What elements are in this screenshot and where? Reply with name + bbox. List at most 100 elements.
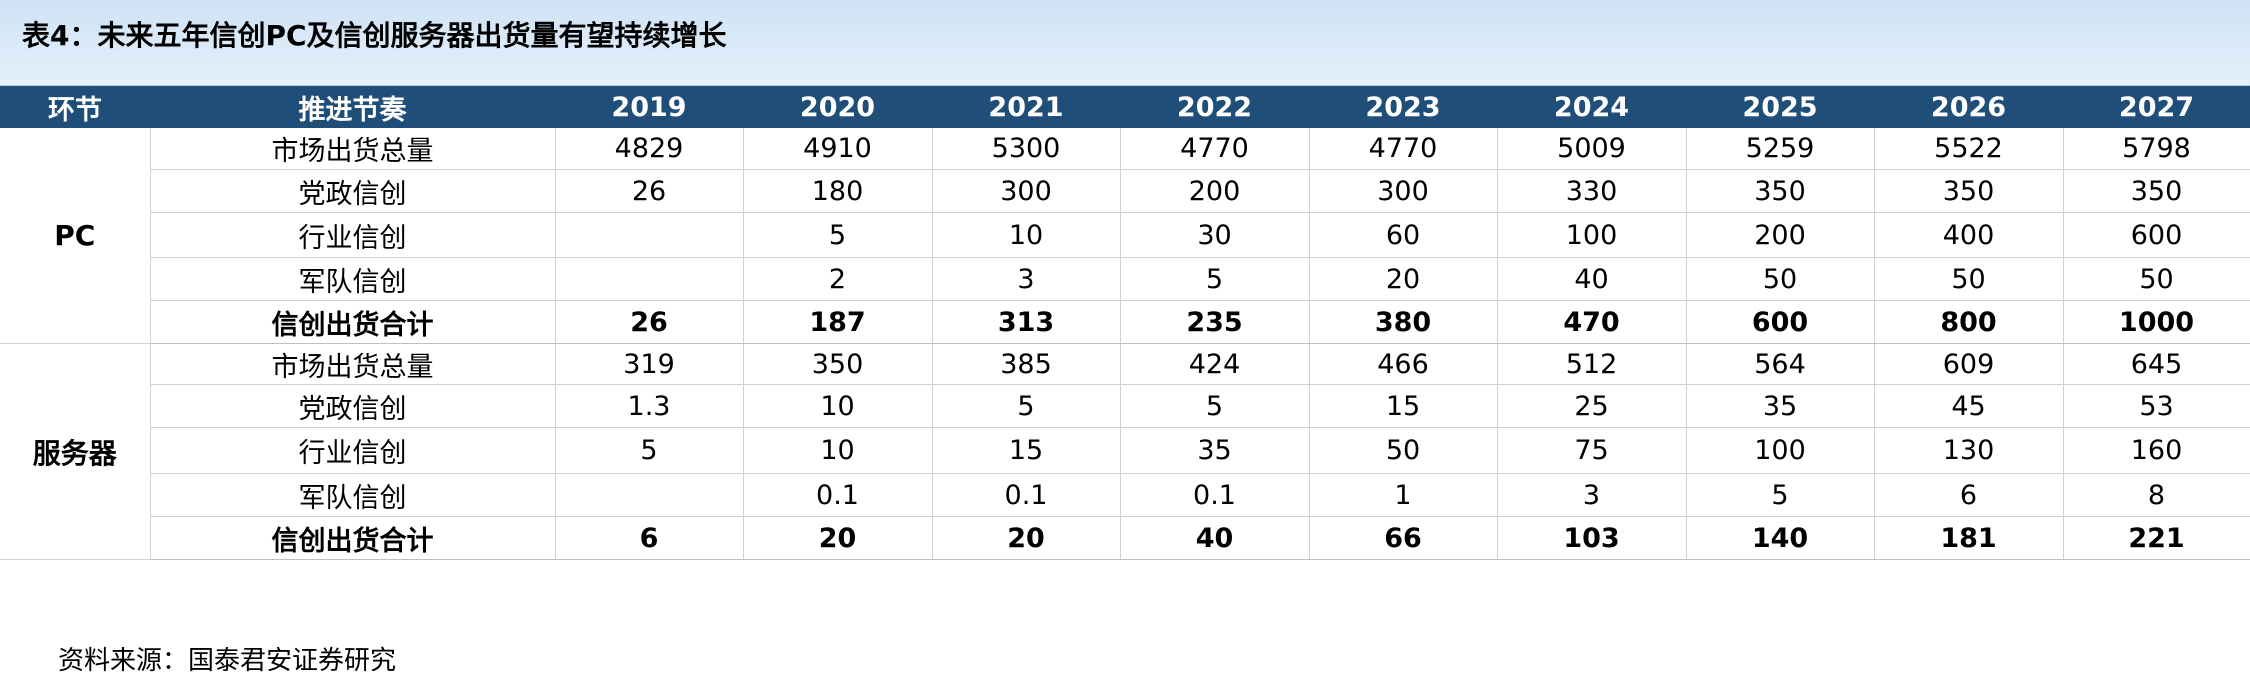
value-cell: 300 xyxy=(932,169,1121,213)
value-cell: 5259 xyxy=(1686,128,1875,170)
header-segment: 环节 xyxy=(0,86,150,128)
value-cell: 600 xyxy=(2063,212,2250,258)
value-cell: 50 xyxy=(1309,427,1498,474)
value-cell: 25 xyxy=(1497,384,1687,428)
value-cell: 512 xyxy=(1497,343,1687,385)
header-year: 2019 xyxy=(555,86,743,128)
table-row: PC 市场出货总量 4829 4910 5300 4770 4770 5009 5259 5522… xyxy=(0,128,2250,344)
table-row: 信创出货合计 6 20 20 40 66 103 140 181 221 xyxy=(0,516,2250,560)
metric-label: 党政信创 xyxy=(150,169,556,213)
metric-label: 市场出货总量 xyxy=(150,343,556,385)
value-cell: 50 xyxy=(1874,257,2064,301)
title-bar: 表4：未来五年信创PC及信创服务器出货量有望持续增长 xyxy=(0,0,2250,86)
value-cell: 200 xyxy=(1120,169,1310,213)
metric-label: 党政信创 xyxy=(150,384,556,428)
source-note: 资料来源：国泰君安证券研究 xyxy=(58,646,397,676)
value-cell: 100 xyxy=(1497,212,1687,258)
value-cell: 5 xyxy=(555,427,744,474)
value-cell: 50 xyxy=(1686,257,1875,301)
metric-label: 市场出货总量 xyxy=(150,128,556,170)
table-row: 服务器 市场出货总量 319 350 385 424 466 512 564 609 645 xyxy=(0,343,2250,560)
value-cell: 30 xyxy=(1120,212,1310,258)
value-cell: 6 xyxy=(555,516,744,560)
value-cell: 350 xyxy=(1874,169,2064,213)
value-cell: 0.1 xyxy=(743,473,933,517)
value-cell: 350 xyxy=(2063,169,2250,213)
table-row: 军队信创 2 3 5 20 40 50 50 50 xyxy=(0,257,2250,301)
value-cell: 424 xyxy=(1120,343,1310,385)
value-cell: 66 xyxy=(1309,516,1498,560)
value-cell xyxy=(555,257,744,301)
value-cell: 330 xyxy=(1497,169,1687,213)
value-cell: 0.1 xyxy=(1120,473,1310,517)
value-cell: 181 xyxy=(1874,516,2064,560)
value-cell: 35 xyxy=(1120,427,1310,474)
value-cell: 600 xyxy=(1686,300,1875,344)
value-cell: 609 xyxy=(1874,343,2064,385)
value-cell: 645 xyxy=(2063,343,2250,385)
metric-label: 行业信创 xyxy=(150,212,556,258)
table-row: 军队信创 0.1 0.1 0.1 1 3 5 6 8 xyxy=(0,473,2250,517)
value-cell: 319 xyxy=(555,343,744,385)
value-cell: 100 xyxy=(1686,427,1875,474)
table-row: 信创出货合计 26 187 313 235 380 470 600 800 1000 xyxy=(0,300,2250,344)
value-cell: 564 xyxy=(1686,343,1875,385)
metric-label: 信创出货合计 xyxy=(150,516,556,560)
value-cell: 140 xyxy=(1686,516,1875,560)
value-cell: 380 xyxy=(1309,300,1498,344)
value-cell: 235 xyxy=(1120,300,1310,344)
header-year: 2020 xyxy=(743,86,932,128)
value-cell: 5798 xyxy=(2063,128,2250,170)
value-cell xyxy=(555,473,744,517)
value-cell: 187 xyxy=(743,300,933,344)
value-cell xyxy=(555,212,744,258)
table-row: 行业信创 5 10 30 60 100 200 400 600 xyxy=(0,212,2250,258)
value-cell: 20 xyxy=(743,516,933,560)
value-cell: 350 xyxy=(1686,169,1875,213)
metric-label: 军队信创 xyxy=(150,257,556,301)
value-cell: 350 xyxy=(743,343,933,385)
section-label: 服务器 xyxy=(0,343,151,560)
value-cell: 50 xyxy=(2063,257,2250,301)
table-title: 表4：未来五年信创PC及信创服务器出货量有望持续增长 xyxy=(22,19,727,52)
table-row: 党政信创 26 180 300 200 300 330 350 350 350 xyxy=(0,169,2250,213)
value-cell: 400 xyxy=(1874,212,2064,258)
value-cell: 4910 xyxy=(743,128,933,170)
value-cell: 45 xyxy=(1874,384,2064,428)
value-cell: 5 xyxy=(932,384,1121,428)
value-cell: 160 xyxy=(2063,427,2250,474)
metric-label: 信创出货合计 xyxy=(150,300,556,344)
shipment-table: 环节 推进节奏 2019 2020 2021 2022 2023 2024 20… xyxy=(0,86,2250,560)
metric-label: 行业信创 xyxy=(150,427,556,474)
header-row: 环节 推进节奏 2019 2020 2021 2022 2023 2024 20… xyxy=(0,86,2250,128)
value-cell: 5300 xyxy=(932,128,1121,170)
value-cell: 15 xyxy=(932,427,1121,474)
value-cell: 6 xyxy=(1874,473,2064,517)
value-cell: 2 xyxy=(743,257,933,301)
value-cell: 26 xyxy=(555,169,744,213)
value-cell: 5 xyxy=(743,212,933,258)
header-year: 2022 xyxy=(1120,86,1309,128)
value-cell: 5 xyxy=(1120,257,1310,301)
table-row: 党政信创 1.3 10 5 5 15 25 35 45 53 xyxy=(0,384,2250,428)
value-cell: 20 xyxy=(932,516,1121,560)
value-cell: 470 xyxy=(1497,300,1687,344)
header-year: 2024 xyxy=(1497,86,1686,128)
value-cell: 200 xyxy=(1686,212,1875,258)
value-cell: 385 xyxy=(932,343,1121,385)
value-cell: 221 xyxy=(2063,516,2250,560)
value-cell: 75 xyxy=(1497,427,1687,474)
value-cell: 40 xyxy=(1120,516,1310,560)
header-metric: 推进节奏 xyxy=(150,86,555,128)
value-cell: 3 xyxy=(932,257,1121,301)
value-cell: 1000 xyxy=(2063,300,2250,344)
value-cell: 300 xyxy=(1309,169,1498,213)
value-cell: 313 xyxy=(932,300,1121,344)
value-cell: 4770 xyxy=(1309,128,1498,170)
table-row: 行业信创 5 10 15 35 50 75 100 130 160 xyxy=(0,427,2250,474)
value-cell: 1 xyxy=(1309,473,1498,517)
value-cell: 5009 xyxy=(1497,128,1687,170)
value-cell: 26 xyxy=(555,300,744,344)
value-cell: 0.1 xyxy=(932,473,1121,517)
value-cell: 4829 xyxy=(555,128,744,170)
